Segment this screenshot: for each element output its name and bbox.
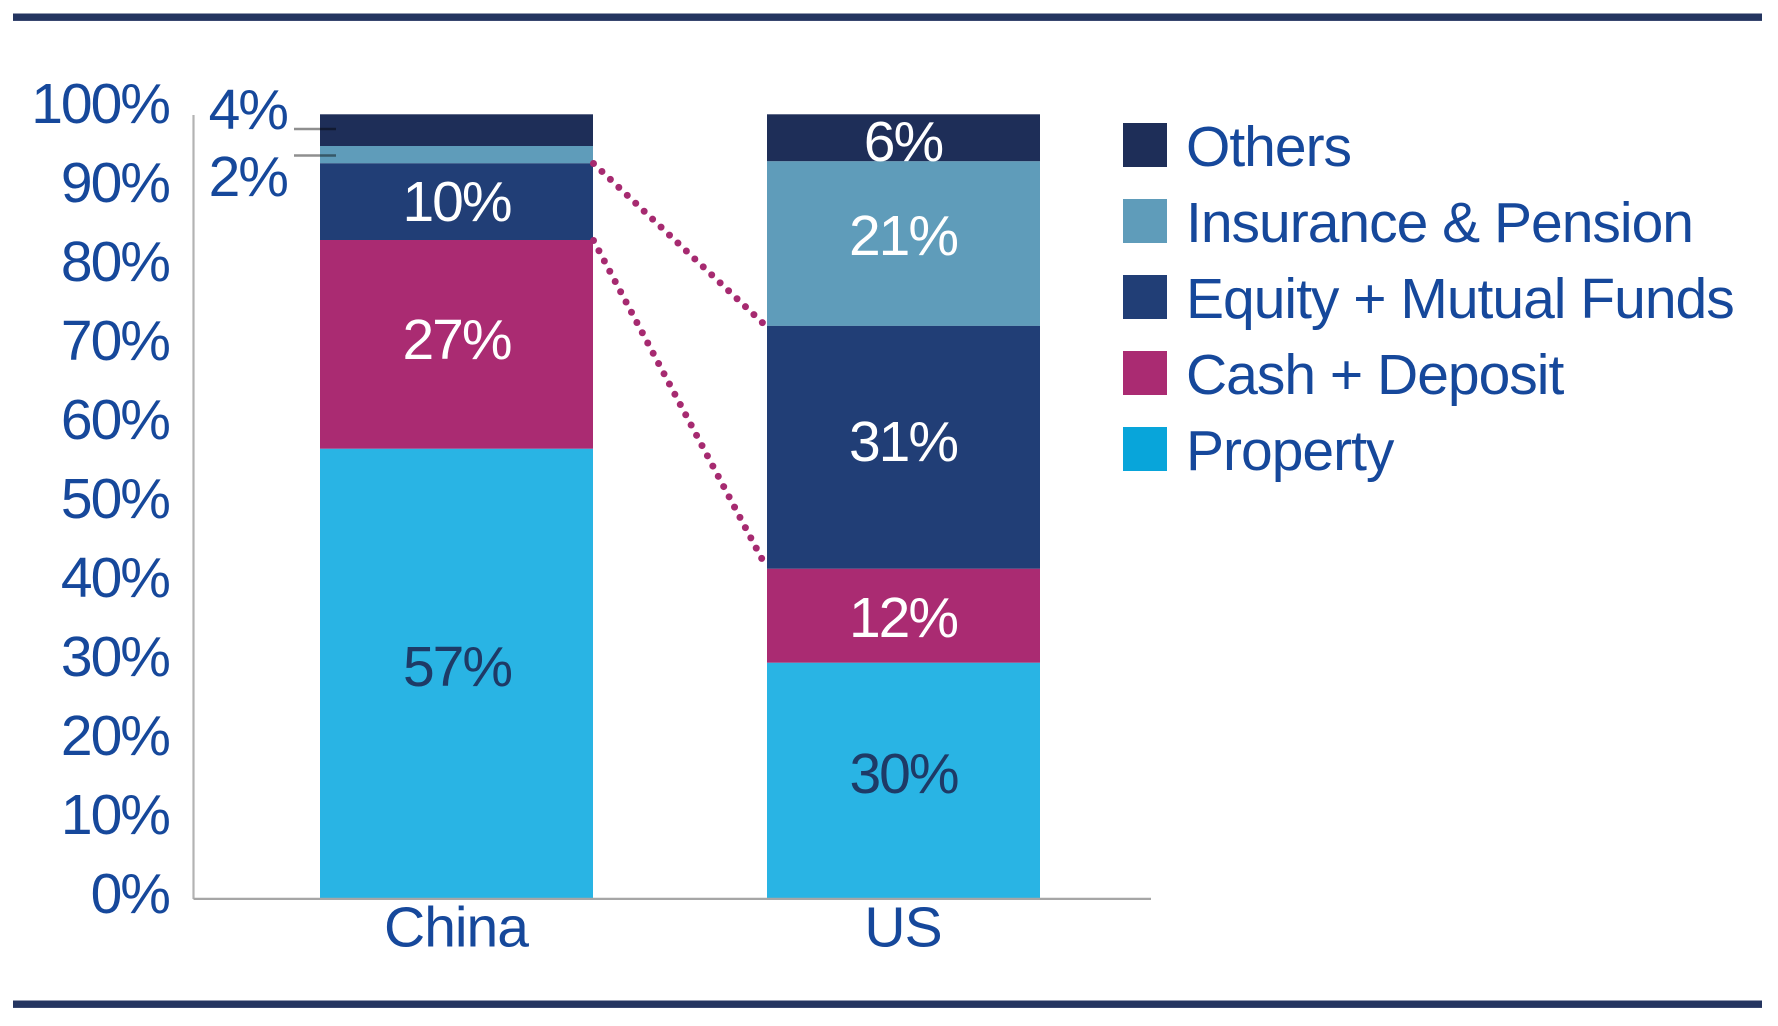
svg-text:27%: 27% (402, 308, 510, 372)
svg-text:21%: 21% (849, 204, 957, 268)
svg-text:10%: 10% (61, 783, 169, 847)
svg-text:US: US (864, 896, 941, 960)
svg-text:Insurance & Pension: Insurance & Pension (1186, 191, 1693, 255)
svg-text:50%: 50% (61, 467, 169, 531)
svg-text:100%: 100% (31, 72, 169, 136)
svg-text:30%: 30% (61, 625, 169, 689)
svg-text:Equity + Mutual Funds: Equity + Mutual Funds (1186, 267, 1734, 331)
svg-text:30%: 30% (849, 742, 957, 806)
svg-text:6%: 6% (864, 110, 943, 174)
svg-text:80%: 80% (61, 230, 169, 294)
svg-text:0%: 0% (91, 862, 170, 926)
svg-text:Cash + Deposit: Cash + Deposit (1186, 343, 1564, 407)
svg-text:Others: Others (1186, 115, 1351, 179)
svg-text:40%: 40% (61, 546, 169, 610)
svg-text:31%: 31% (849, 410, 957, 474)
svg-text:12%: 12% (849, 586, 957, 650)
svg-text:60%: 60% (61, 388, 169, 452)
svg-text:China: China (384, 896, 529, 960)
svg-text:57%: 57% (403, 635, 511, 699)
svg-text:10%: 10% (402, 170, 510, 234)
svg-text:Property: Property (1186, 419, 1395, 483)
svg-text:2%: 2% (209, 145, 288, 209)
svg-text:90%: 90% (61, 151, 169, 215)
svg-text:4%: 4% (209, 78, 288, 142)
svg-text:70%: 70% (61, 309, 169, 373)
svg-text:20%: 20% (61, 704, 169, 768)
